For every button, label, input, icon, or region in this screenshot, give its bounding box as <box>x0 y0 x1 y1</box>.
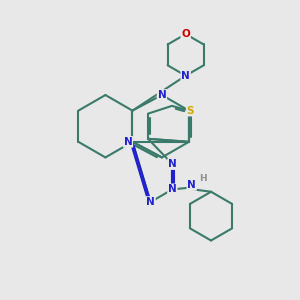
Text: H: H <box>199 175 207 184</box>
Text: N: N <box>181 71 190 81</box>
Text: N: N <box>146 197 155 207</box>
Text: O: O <box>181 29 190 39</box>
Text: N: N <box>168 159 177 169</box>
Text: N: N <box>124 137 132 147</box>
Text: N: N <box>168 184 177 194</box>
Text: N: N <box>158 90 166 100</box>
Text: N: N <box>187 180 196 190</box>
Text: S: S <box>187 106 194 116</box>
